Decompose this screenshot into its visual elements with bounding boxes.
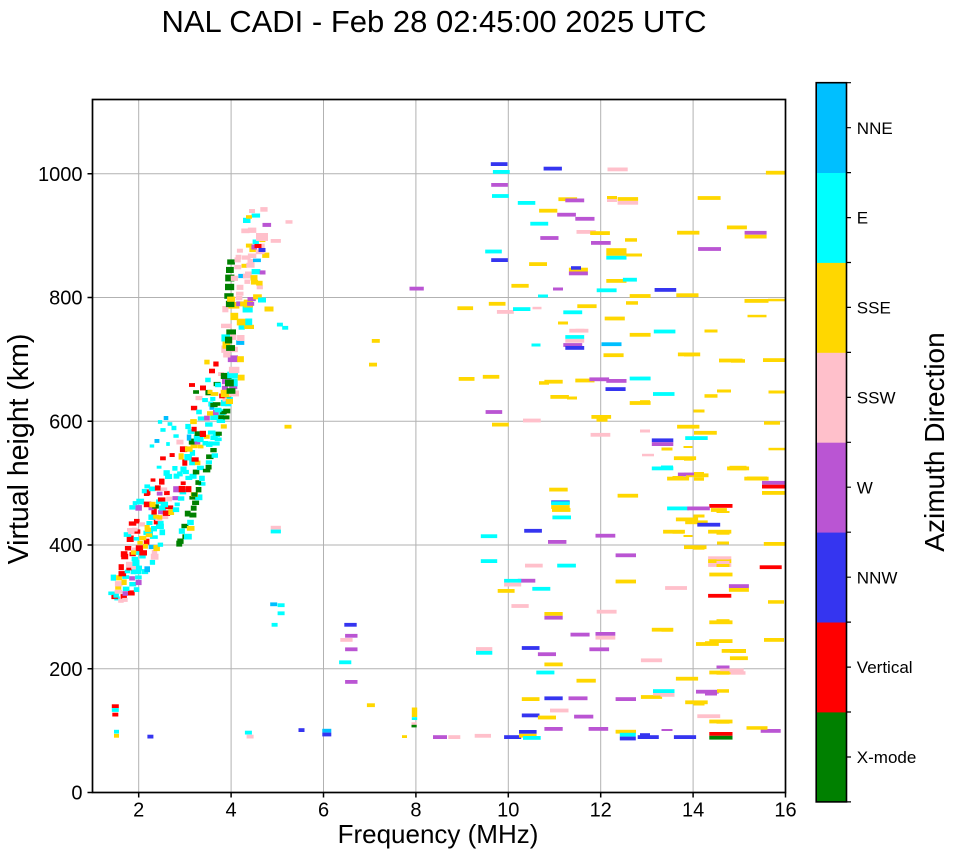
svg-text:E: E: [857, 209, 868, 228]
svg-text:10: 10: [497, 800, 519, 822]
svg-text:SSE: SSE: [857, 299, 891, 318]
svg-text:400: 400: [49, 535, 82, 557]
svg-text:X-mode: X-mode: [857, 748, 917, 767]
svg-text:16: 16: [774, 800, 796, 822]
svg-text:NAL CADI - Feb 28 02:45:00 202: NAL CADI - Feb 28 02:45:00 2025 UTC: [161, 4, 706, 39]
svg-text:200: 200: [49, 659, 82, 681]
svg-text:14: 14: [682, 800, 704, 822]
svg-text:0: 0: [71, 783, 82, 805]
svg-text:NNW: NNW: [857, 568, 898, 587]
svg-text:Frequency (MHz): Frequency (MHz): [338, 819, 539, 849]
svg-text:1000: 1000: [38, 164, 83, 186]
svg-text:800: 800: [49, 288, 82, 310]
svg-text:NNE: NNE: [857, 119, 893, 138]
svg-text:Vertical: Vertical: [857, 658, 913, 677]
svg-text:W: W: [857, 478, 873, 497]
svg-text:600: 600: [49, 411, 82, 433]
svg-text:6: 6: [318, 800, 329, 822]
svg-text:Azimuth Direction: Azimuth Direction: [919, 332, 950, 551]
svg-text:2: 2: [133, 800, 144, 822]
svg-text:8: 8: [410, 800, 421, 822]
svg-text:4: 4: [226, 800, 237, 822]
svg-text:SSW: SSW: [857, 389, 896, 408]
svg-text:12: 12: [590, 800, 612, 822]
svg-text:Virtual height (km): Virtual height (km): [3, 334, 35, 565]
